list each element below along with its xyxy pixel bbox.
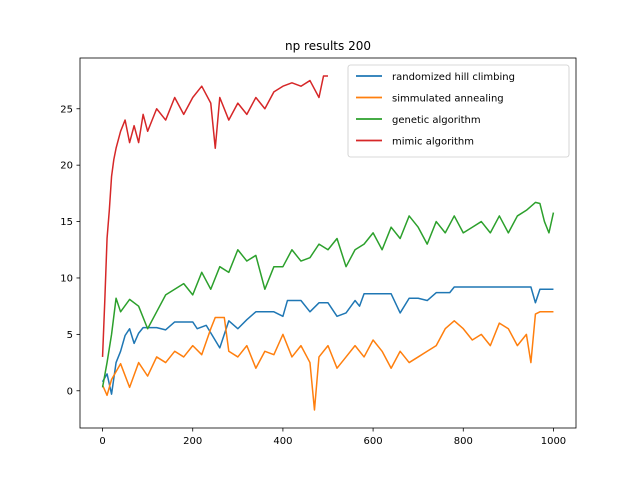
series-line-0 bbox=[101, 286, 554, 395]
y-tick-label-5: 25 bbox=[60, 104, 73, 115]
legend: randomized hill climbing simmulated annea… bbox=[347, 64, 570, 158]
y-axis: 0 5 10 15 20 25 bbox=[60, 104, 80, 397]
x-tick-label-0: 0 bbox=[99, 436, 105, 447]
x-axis: 0 200 400 600 800 1000 bbox=[99, 428, 566, 447]
series-line-2 bbox=[101, 201, 555, 388]
legend-label-3: mimic algorithm bbox=[392, 137, 474, 148]
plot-frame bbox=[79, 57, 577, 429]
series-line-3 bbox=[101, 75, 328, 357]
series-layer bbox=[101, 75, 555, 411]
y-tick-label-3: 15 bbox=[60, 217, 73, 228]
legend-label-0: randomized hill climbing bbox=[392, 72, 515, 83]
y-tick-label-4: 20 bbox=[60, 161, 73, 172]
x-tick-label-1: 200 bbox=[183, 436, 202, 447]
series-line-1 bbox=[101, 311, 554, 411]
x-tick-label-5: 1000 bbox=[541, 436, 566, 447]
legend-label-1: simmulated annealing bbox=[392, 94, 504, 105]
legend-box bbox=[347, 64, 570, 158]
y-tick-label-2: 10 bbox=[60, 273, 73, 284]
legend-label-2: genetic algorithm bbox=[392, 115, 481, 126]
y-tick-label-1: 5 bbox=[67, 330, 73, 341]
y-tick-label-0: 0 bbox=[67, 386, 73, 397]
x-tick-label-3: 600 bbox=[364, 436, 383, 447]
chart-title: np results 200 bbox=[285, 39, 371, 53]
x-tick-label-4: 800 bbox=[454, 436, 473, 447]
x-tick-label-2: 400 bbox=[273, 436, 292, 447]
